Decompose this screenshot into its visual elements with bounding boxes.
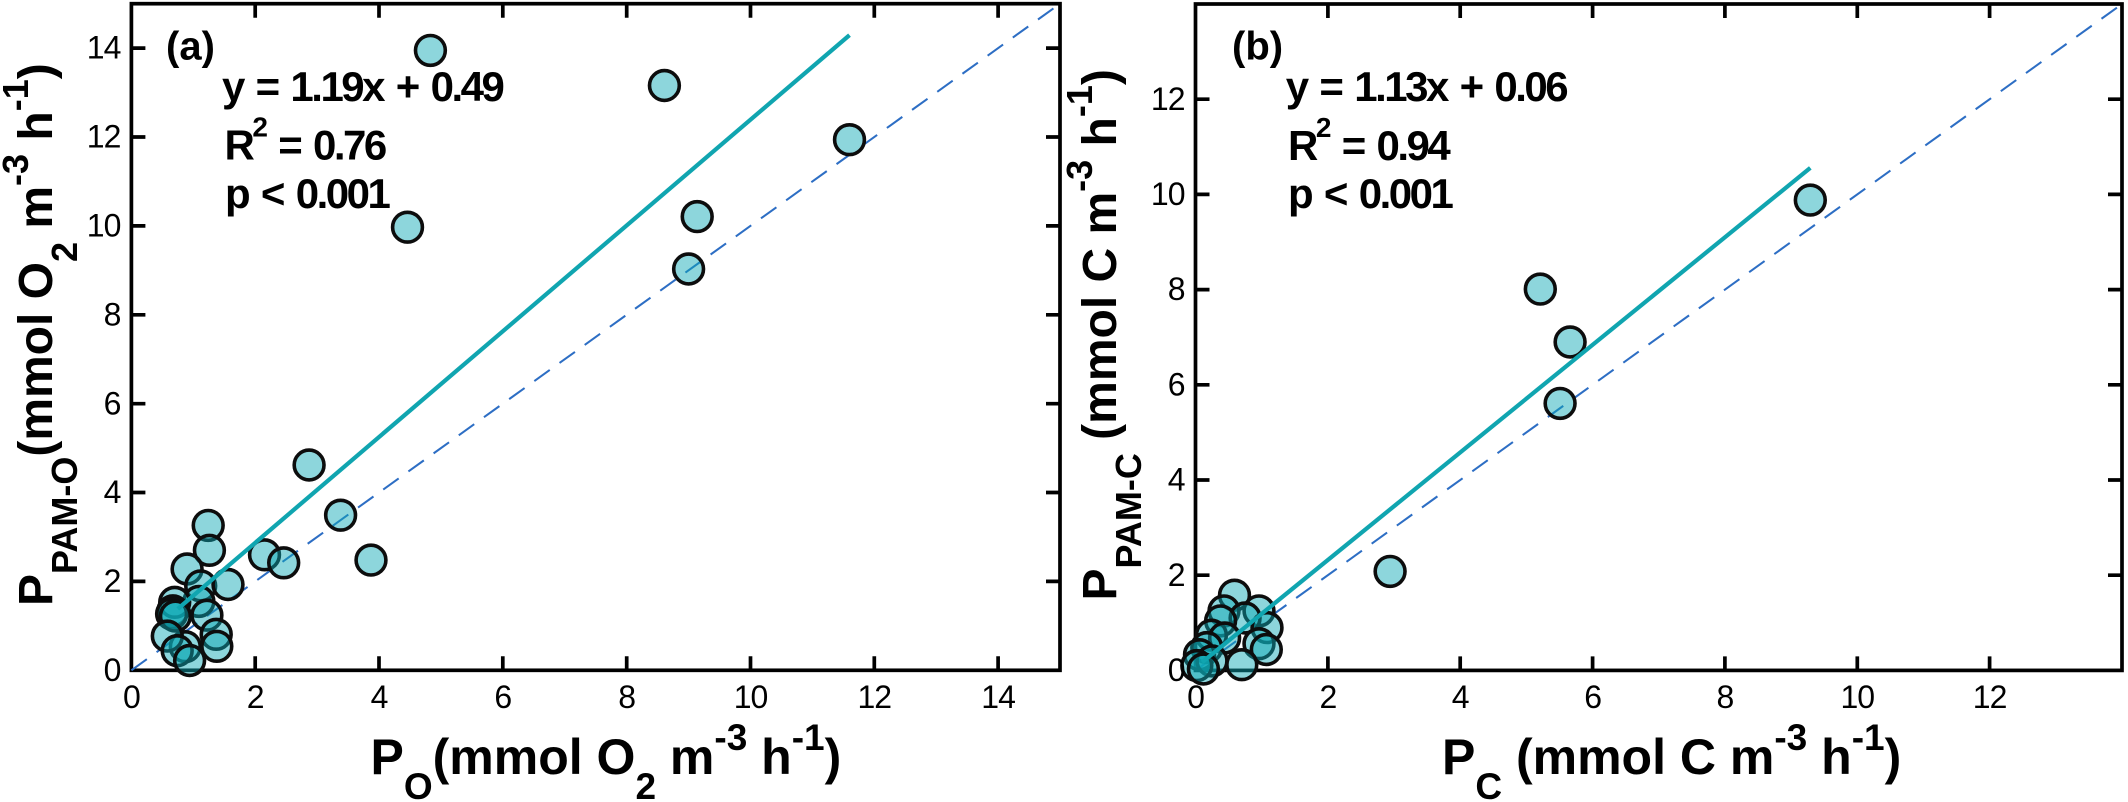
svg-text:4: 4 [104,474,121,510]
svg-text:8: 8 [104,296,121,332]
svg-text:6: 6 [494,679,511,715]
svg-text:2: 2 [104,563,121,599]
svg-text:R2​ = 0.76: R2​ = 0.76 [225,112,386,169]
svg-text:y = 1.13x + 0.06: y = 1.13x + 0.06 [1286,63,1567,110]
svg-text:0: 0 [1187,679,1204,715]
svg-text:y = 1.19x + 0.49: y = 1.19x + 0.49 [222,63,503,110]
svg-text:p < 0.001: p < 0.001 [225,170,390,217]
svg-text:2: 2 [247,679,264,715]
svg-text:4: 4 [371,679,388,715]
svg-text:(a): (a) [166,25,215,69]
svg-text:2: 2 [1168,557,1185,593]
svg-text:p < 0.001: p < 0.001 [1288,170,1453,217]
svg-text:10: 10 [87,208,121,244]
svg-text:4: 4 [1452,679,1469,715]
svg-text:6: 6 [1584,679,1601,715]
svg-text:10: 10 [1841,679,1875,715]
svg-text:6: 6 [104,385,121,421]
svg-text:10: 10 [734,679,768,715]
svg-text:8: 8 [618,679,635,715]
svg-text:12: 12 [1151,81,1185,117]
svg-text:12: 12 [87,119,121,155]
svg-text:0: 0 [123,679,140,715]
svg-text:R2​ = 0.94: R2​ = 0.94 [1288,112,1451,169]
svg-text:8: 8 [1717,679,1734,715]
svg-text:12: 12 [1973,679,2007,715]
svg-text:0: 0 [104,652,121,688]
svg-text:12: 12 [858,679,892,715]
svg-text:4: 4 [1168,462,1185,498]
svg-text:14: 14 [87,30,121,66]
svg-text:8: 8 [1168,271,1185,307]
svg-text:0: 0 [1168,652,1185,688]
svg-text:6: 6 [1168,366,1185,402]
svg-text:14: 14 [981,679,1015,715]
svg-text:2: 2 [1320,679,1337,715]
svg-text:10: 10 [1151,176,1185,212]
svg-text:(b): (b) [1232,25,1283,69]
